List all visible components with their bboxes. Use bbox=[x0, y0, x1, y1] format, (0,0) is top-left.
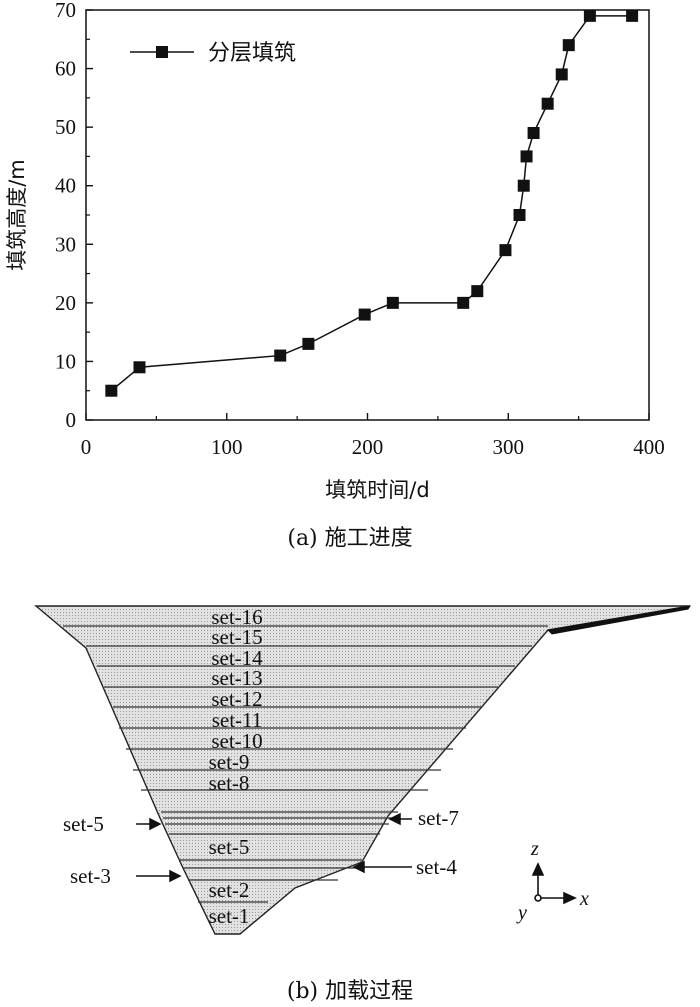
callout-label-right-lower: set-4 bbox=[416, 855, 457, 879]
coordinate-axes bbox=[531, 862, 577, 905]
dam-crest-strip bbox=[546, 605, 692, 635]
layer-label: set-13 bbox=[211, 666, 262, 690]
layer-label: set-15 bbox=[211, 625, 262, 649]
data-point bbox=[133, 361, 146, 374]
y-axis-label-diagram: y bbox=[516, 902, 527, 924]
data-point bbox=[302, 337, 315, 350]
y-tick-label: 60 bbox=[55, 57, 76, 81]
caption-a: (a) 施工进度 bbox=[287, 526, 412, 551]
data-point bbox=[555, 68, 568, 81]
layer-label: set-14 bbox=[211, 646, 263, 670]
x-tick-label: 300 bbox=[493, 435, 525, 459]
data-point bbox=[386, 296, 399, 309]
layer-label: set-12 bbox=[211, 687, 262, 711]
legend-marker bbox=[156, 46, 168, 58]
x-tick-label: 0 bbox=[81, 435, 92, 459]
x-arrowhead bbox=[563, 891, 577, 905]
z-arrowhead bbox=[531, 862, 545, 876]
layer-labels: set-16 set-15 set-14 set-13 set-12 set-1… bbox=[209, 605, 264, 928]
x-tick-label: 100 bbox=[211, 435, 243, 459]
data-point bbox=[457, 296, 470, 309]
y-axis-dot bbox=[534, 894, 542, 902]
y-axis-label: 填筑高度/m bbox=[5, 159, 29, 271]
layer-label: set-16 bbox=[211, 605, 262, 629]
y-tick-label: 0 bbox=[66, 408, 77, 432]
construction-progress-chart: 0 10 20 30 40 50 60 70 0 100 200 300 400 分层填筑 填筑高度/m… bbox=[5, 0, 665, 502]
data-point bbox=[527, 127, 540, 139]
callout-label-right-upper: set-7 bbox=[418, 806, 459, 830]
data-point bbox=[520, 150, 533, 163]
legend: 分层填筑 bbox=[130, 41, 296, 66]
series-line bbox=[110, 15, 633, 392]
layer-label: set-9 bbox=[209, 750, 250, 774]
layer-label: set-5 bbox=[209, 835, 250, 859]
data-point bbox=[274, 349, 287, 362]
loading-process-diagram: set-16 set-15 set-14 set-13 set-12 set-1… bbox=[34, 605, 692, 935]
data-point bbox=[358, 308, 371, 321]
layer-label: set-8 bbox=[209, 771, 250, 795]
y-tick-label: 70 bbox=[55, 0, 76, 22]
axis-ticks: 0 10 20 30 40 50 60 70 0 100 200 300 400 bbox=[55, 0, 665, 459]
data-point bbox=[499, 244, 512, 257]
x-axis-label-diagram: x bbox=[579, 888, 589, 910]
x-tick-label: 400 bbox=[633, 435, 665, 459]
layer-boundaries bbox=[63, 625, 548, 903]
layer-label: set-10 bbox=[211, 729, 262, 753]
data-point bbox=[541, 97, 554, 110]
layer-label: set-1 bbox=[209, 904, 250, 928]
data-point bbox=[471, 285, 484, 298]
arrowhead bbox=[352, 860, 365, 874]
caption-b: (b) 加载过程 bbox=[287, 979, 413, 1004]
z-axis-label: z bbox=[530, 838, 539, 860]
data-point bbox=[626, 9, 639, 22]
x-tick-label: 200 bbox=[352, 435, 384, 459]
y-tick-label: 50 bbox=[55, 115, 76, 139]
callout-label-left-upper: set-5 bbox=[63, 812, 104, 836]
layer-label: set-2 bbox=[209, 878, 250, 902]
y-tick-label: 40 bbox=[55, 174, 76, 198]
legend-label: 分层填筑 bbox=[208, 41, 296, 66]
data-point bbox=[513, 209, 526, 221]
arrowhead bbox=[169, 869, 182, 883]
data-point bbox=[583, 9, 596, 22]
data-point bbox=[562, 39, 575, 52]
y-tick-label: 20 bbox=[55, 291, 76, 315]
layer-label: set-11 bbox=[212, 708, 263, 732]
data-point bbox=[105, 384, 118, 397]
x-axis-label: 填筑时间/d bbox=[325, 478, 429, 502]
series-layer bbox=[105, 9, 639, 397]
arrowhead bbox=[149, 817, 162, 831]
arrowhead bbox=[388, 812, 401, 826]
y-tick-label: 30 bbox=[55, 232, 76, 256]
data-point bbox=[517, 179, 530, 192]
y-tick-label: 10 bbox=[55, 349, 76, 373]
callout-label-left-lower: set-3 bbox=[70, 864, 111, 888]
callouts bbox=[136, 812, 412, 883]
